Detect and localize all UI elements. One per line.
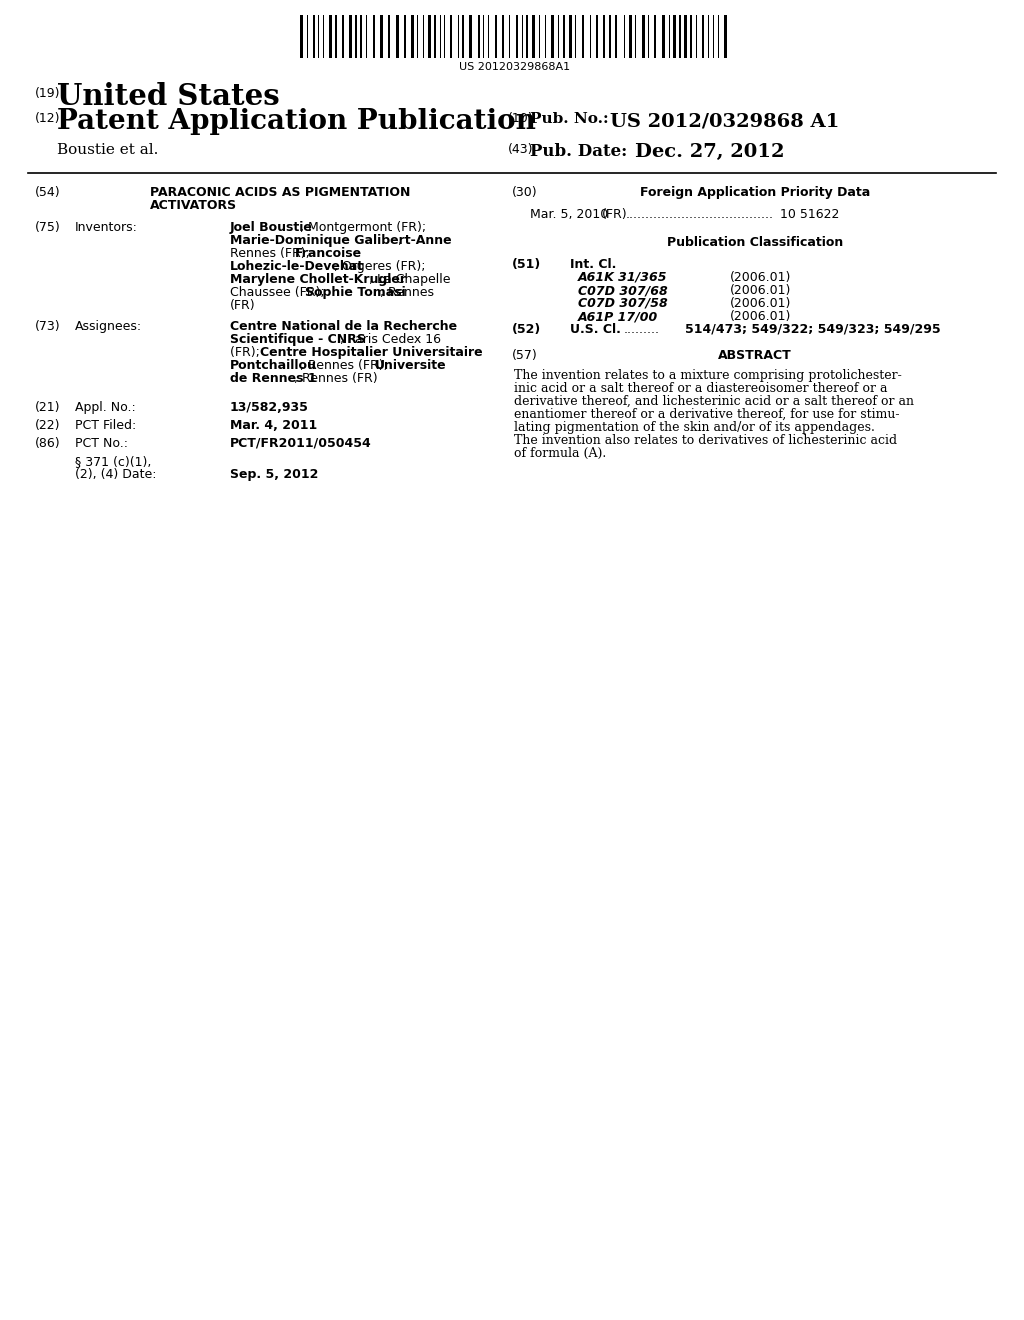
Text: Mar. 5, 2010: Mar. 5, 2010: [530, 209, 608, 220]
Text: Centre Hospitalier Universitaire: Centre Hospitalier Universitaire: [260, 346, 482, 359]
Text: of formula (A).: of formula (A).: [514, 447, 606, 459]
Text: US 2012/0329868 A1: US 2012/0329868 A1: [610, 112, 840, 129]
Text: PARACONIC ACIDS AS PIGMENTATION: PARACONIC ACIDS AS PIGMENTATION: [150, 186, 411, 199]
Text: C07D 307/58: C07D 307/58: [578, 297, 668, 310]
Text: (43): (43): [508, 143, 534, 156]
Text: Chaussee (FR);: Chaussee (FR);: [230, 286, 329, 300]
Text: (21): (21): [35, 401, 60, 414]
Text: (22): (22): [35, 418, 60, 432]
Text: Francoise: Francoise: [295, 247, 362, 260]
Text: U.S. Cl.: U.S. Cl.: [570, 323, 621, 337]
Text: Sophie Tomasi: Sophie Tomasi: [305, 286, 406, 300]
Text: Dec. 27, 2012: Dec. 27, 2012: [635, 143, 784, 161]
Text: C07D 307/68: C07D 307/68: [578, 284, 668, 297]
Text: US 20120329868A1: US 20120329868A1: [460, 62, 570, 73]
Text: The invention relates to a mixture comprising protolichester-: The invention relates to a mixture compr…: [514, 370, 902, 381]
Text: de Rennes 1: de Rennes 1: [230, 372, 316, 385]
Text: 13/582,935: 13/582,935: [230, 401, 309, 414]
Text: (10): (10): [508, 112, 534, 125]
Text: (30): (30): [512, 186, 538, 199]
Text: (2006.01): (2006.01): [730, 271, 792, 284]
Text: (2), (4) Date:: (2), (4) Date:: [75, 469, 157, 480]
Text: Foreign Application Priority Data: Foreign Application Priority Data: [640, 186, 870, 199]
Text: derivative thereof, and lichesterinic acid or a salt thereof or an: derivative thereof, and lichesterinic ac…: [514, 395, 914, 408]
Text: , Rennes (FR): , Rennes (FR): [294, 372, 378, 385]
Text: , La Chapelle: , La Chapelle: [370, 273, 451, 286]
Text: (FR);: (FR);: [230, 346, 264, 359]
Text: .....................................: .....................................: [626, 209, 774, 220]
Text: (75): (75): [35, 220, 60, 234]
Text: (52): (52): [512, 323, 542, 337]
Text: United States: United States: [57, 82, 280, 111]
Text: Rennes (FR);: Rennes (FR);: [230, 247, 314, 260]
Text: (54): (54): [35, 186, 60, 199]
Text: 10 51622: 10 51622: [780, 209, 840, 220]
Text: (FR): (FR): [602, 209, 628, 220]
Text: (86): (86): [35, 437, 60, 450]
Text: Pub. Date:: Pub. Date:: [530, 143, 628, 160]
Text: Scientifique - CNRS: Scientifique - CNRS: [230, 333, 366, 346]
Text: (FR): (FR): [230, 300, 256, 312]
Text: A61P 17/00: A61P 17/00: [578, 310, 658, 323]
Text: A61K 31/365: A61K 31/365: [578, 271, 668, 284]
Text: (57): (57): [512, 348, 538, 362]
Text: lating pigmentation of the skin and/or of its appendages.: lating pigmentation of the skin and/or o…: [514, 421, 874, 434]
Text: , Orgeres (FR);: , Orgeres (FR);: [335, 260, 426, 273]
Text: (19): (19): [35, 87, 60, 100]
Text: Boustie et al.: Boustie et al.: [57, 143, 159, 157]
Text: Sep. 5, 2012: Sep. 5, 2012: [230, 469, 318, 480]
Text: Pub. No.:: Pub. No.:: [530, 112, 608, 125]
Text: Pontchaillou: Pontchaillou: [230, 359, 316, 372]
Text: Patent Application Publication: Patent Application Publication: [57, 108, 536, 135]
Text: § 371 (c)(1),: § 371 (c)(1),: [75, 455, 152, 469]
Text: ACTIVATORS: ACTIVATORS: [150, 199, 238, 213]
Text: , Paris Cedex 16: , Paris Cedex 16: [340, 333, 441, 346]
Text: .........: .........: [624, 323, 660, 337]
Text: Int. Cl.: Int. Cl.: [570, 257, 616, 271]
Text: (51): (51): [512, 257, 542, 271]
Text: Joel Boustie: Joel Boustie: [230, 220, 313, 234]
Text: ABSTRACT: ABSTRACT: [718, 348, 792, 362]
Text: PCT No.:: PCT No.:: [75, 437, 128, 450]
Text: ,: ,: [398, 234, 402, 247]
Text: PCT Filed:: PCT Filed:: [75, 418, 136, 432]
Text: (12): (12): [35, 112, 60, 125]
Text: Centre National de la Recherche: Centre National de la Recherche: [230, 319, 457, 333]
Text: Publication Classification: Publication Classification: [667, 236, 843, 249]
Text: (2006.01): (2006.01): [730, 284, 792, 297]
Text: enantiomer thereof or a derivative thereof, for use for stimu-: enantiomer thereof or a derivative there…: [514, 408, 899, 421]
Text: 514/473; 549/322; 549/323; 549/295: 514/473; 549/322; 549/323; 549/295: [685, 323, 941, 337]
Text: PCT/FR2011/050454: PCT/FR2011/050454: [230, 437, 372, 450]
Text: (2006.01): (2006.01): [730, 297, 792, 310]
Text: , Montgermont (FR);: , Montgermont (FR);: [300, 220, 426, 234]
Text: Lohezic-le-Devehat: Lohezic-le-Devehat: [230, 260, 365, 273]
Text: Assignees:: Assignees:: [75, 319, 142, 333]
Text: (2006.01): (2006.01): [730, 310, 792, 323]
Text: , Rennes: , Rennes: [380, 286, 434, 300]
Text: inic acid or a salt thereof or a diastereoisomer thereof or a: inic acid or a salt thereof or a diaster…: [514, 381, 888, 395]
Text: Mar. 4, 2011: Mar. 4, 2011: [230, 418, 317, 432]
Text: Universite: Universite: [375, 359, 446, 372]
Text: The invention also relates to derivatives of lichesterinic acid: The invention also relates to derivative…: [514, 434, 897, 447]
Text: Appl. No.:: Appl. No.:: [75, 401, 136, 414]
Text: (73): (73): [35, 319, 60, 333]
Text: Inventors:: Inventors:: [75, 220, 138, 234]
Text: Marylene Chollet-Krugler: Marylene Chollet-Krugler: [230, 273, 406, 286]
Text: Marie-Dominique Galibert-Anne: Marie-Dominique Galibert-Anne: [230, 234, 452, 247]
Text: , Rennes (FR);: , Rennes (FR);: [300, 359, 391, 372]
